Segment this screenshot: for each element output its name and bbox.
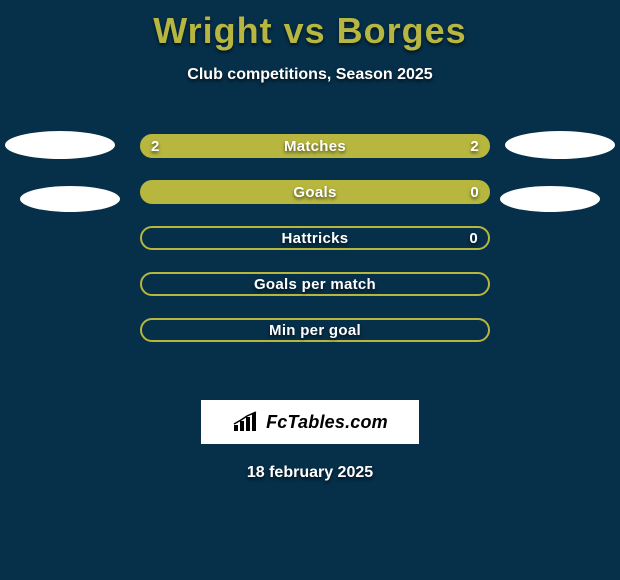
player-right-avatar-top (505, 131, 615, 159)
stat-right-value: 2 (470, 138, 479, 155)
date-caption: 18 february 2025 (0, 464, 620, 482)
player-left-avatar-top (5, 131, 115, 159)
stat-row-goals: Goals 0 (140, 180, 490, 204)
stat-row-hattricks: Hattricks 0 (140, 226, 490, 250)
stat-row-min-per-goal: Min per goal (140, 318, 490, 342)
stat-label: Goals (293, 184, 336, 201)
stat-right-value: 0 (470, 184, 479, 201)
stat-label: Min per goal (269, 322, 361, 339)
stat-label: Hattricks (282, 230, 349, 247)
player-left-avatar-bottom (20, 186, 120, 212)
stat-label: Goals per match (254, 276, 376, 293)
page-title: Wright vs Borges (0, 0, 620, 52)
stat-label: Matches (284, 138, 346, 155)
fctables-logo: FcTables.com (201, 400, 419, 444)
subtitle: Club competitions, Season 2025 (0, 66, 620, 84)
logo-text: FcTables.com (266, 412, 388, 433)
stat-row-matches: 2 Matches 2 (140, 134, 490, 158)
stat-right-value: 0 (469, 230, 478, 247)
stat-left-value: 2 (151, 138, 160, 155)
bar-chart-icon (232, 411, 260, 433)
player-right-avatar-bottom (500, 186, 600, 212)
stat-row-goals-per-match: Goals per match (140, 272, 490, 296)
comparison-stage: 2 Matches 2 Goals 0 Hattricks 0 Goals pe… (0, 122, 620, 382)
